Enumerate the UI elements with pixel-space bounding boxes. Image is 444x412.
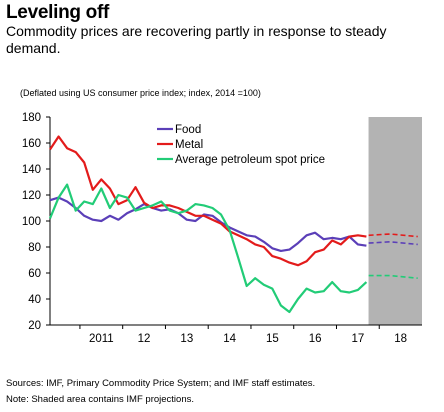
x-tick-label: 16 bbox=[309, 333, 322, 345]
x-tick-label: 18 bbox=[394, 333, 407, 345]
x-tick-label: 14 bbox=[223, 333, 236, 345]
y-tick-label: 160 bbox=[22, 138, 41, 150]
y-tick-label: 100 bbox=[22, 216, 41, 228]
legend-label-average-petroleum-spot-price: Average petroleum spot price bbox=[175, 154, 325, 166]
y-tick-label: 180 bbox=[22, 112, 41, 124]
y-tick-label: 140 bbox=[22, 164, 41, 176]
food-line bbox=[49, 196, 367, 252]
y-tick-label: 40 bbox=[28, 294, 41, 306]
projection-shade bbox=[368, 117, 422, 325]
metal-line bbox=[49, 135, 367, 267]
x-tick-label: 13 bbox=[180, 333, 193, 345]
chart-subtitle: Commodity prices are recovering partly i… bbox=[6, 23, 387, 56]
chart-title: Leveling off bbox=[6, 2, 110, 23]
x-tick-label: 12 bbox=[138, 333, 151, 345]
projection-footnote: Note: Shaded area contains IMF projectio… bbox=[6, 394, 194, 405]
x-tick-label: 15 bbox=[266, 333, 279, 345]
index-note: (Deflated using US consumer price index;… bbox=[20, 88, 261, 98]
y-tick-label: 120 bbox=[22, 190, 41, 202]
legend-label-food: Food bbox=[175, 124, 201, 136]
x-tick-label: 2011 bbox=[89, 333, 114, 345]
average-petroleum-spot-price-line bbox=[48, 183, 368, 314]
sources-footnote: Sources: IMF, Primary Commodity Price Sy… bbox=[6, 378, 316, 389]
y-tick-label: 60 bbox=[28, 268, 41, 280]
y-tick-label: 80 bbox=[28, 242, 41, 254]
x-tick-label: 17 bbox=[351, 333, 364, 345]
y-tick-label: 20 bbox=[28, 320, 41, 332]
legend-label-metal: Metal bbox=[175, 139, 203, 151]
